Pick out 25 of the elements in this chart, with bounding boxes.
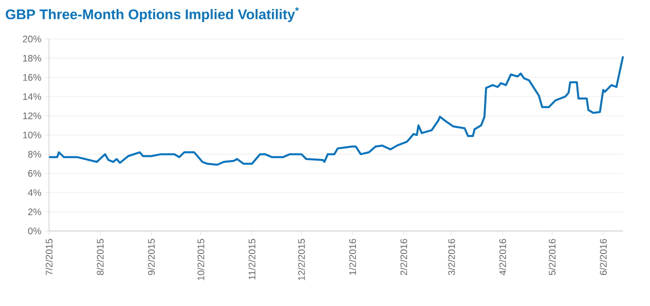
y-tick-label: 2% bbox=[28, 208, 42, 216]
x-tick-label: 5/2/2016 bbox=[548, 238, 556, 276]
x-tick-label: 10/2/2015 bbox=[197, 238, 204, 280]
x-tick-label: 8/2/2015 bbox=[96, 238, 104, 276]
y-tick-label: 14% bbox=[23, 93, 42, 100]
x-tick-label: 12/2/2015 bbox=[298, 238, 305, 280]
y-tick-label: 0% bbox=[28, 228, 42, 234]
x-tick-label: 9/2/2015 bbox=[148, 238, 155, 276]
y-tick-label: 18% bbox=[23, 54, 42, 62]
x-tick-label: 2/2/2016 bbox=[400, 238, 408, 276]
x-tick-label: 1/2/2016 bbox=[349, 238, 356, 275]
x-tick-label: 7/2/2015 bbox=[46, 238, 52, 276]
y-tick-label: 10% bbox=[23, 132, 42, 138]
line-series bbox=[48, 55, 624, 166]
y-tick-label: 20% bbox=[22, 36, 42, 42]
y-tick-label: 16% bbox=[23, 74, 42, 81]
y-tick-label: 12% bbox=[23, 112, 42, 120]
y-tick-label: 4% bbox=[28, 189, 42, 196]
y-tick-label: 8% bbox=[28, 150, 42, 158]
x-tick-label: 11/2/2015 bbox=[248, 238, 256, 280]
x-tick-label: 4/2/2016 bbox=[499, 238, 506, 276]
y-tick-label: 6% bbox=[28, 170, 42, 177]
x-tick-label: 3/2/2016 bbox=[448, 238, 455, 276]
x-tick-label: 6/2/2016 bbox=[600, 238, 607, 276]
chart-title: GBP Three-Month Options Implied Volatility$^{*}$ bbox=[6, 7, 299, 22]
